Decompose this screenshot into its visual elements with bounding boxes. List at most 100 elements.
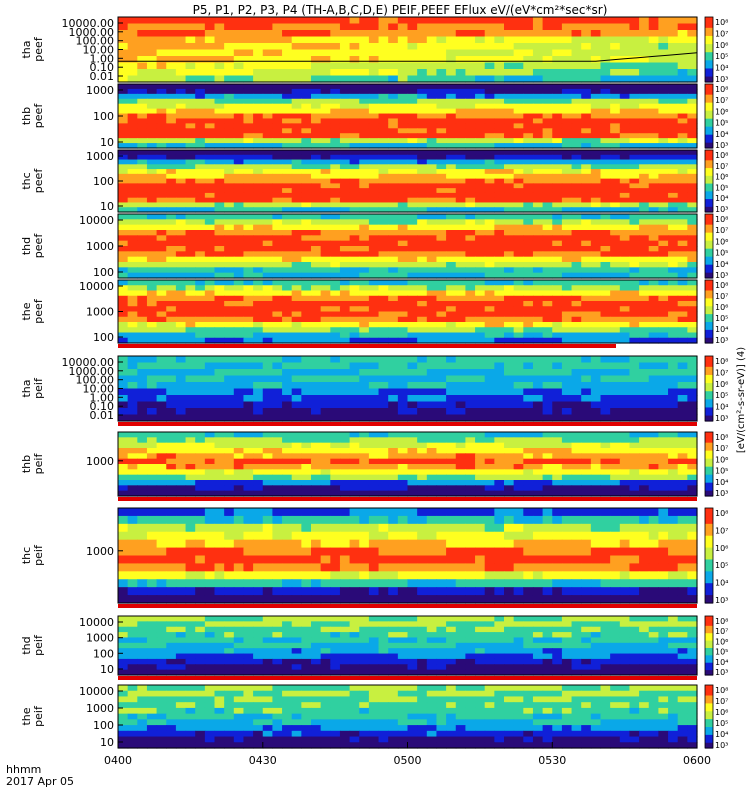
heatmap-cell bbox=[590, 256, 602, 263]
heatmap-cell bbox=[291, 207, 302, 213]
heatmap-cell bbox=[629, 202, 640, 208]
heatmap-cell bbox=[301, 235, 312, 242]
heatmap-cell bbox=[262, 316, 273, 323]
heatmap-cell bbox=[146, 448, 158, 454]
heatmap-cell bbox=[233, 246, 245, 252]
heatmap-cell bbox=[166, 474, 177, 481]
heatmap-cell bbox=[349, 197, 360, 204]
heatmap-cell bbox=[581, 442, 592, 449]
heatmap-cell bbox=[426, 103, 438, 110]
heatmap-cell bbox=[243, 453, 254, 460]
heatmap-cell bbox=[272, 128, 283, 134]
heatmap-cell bbox=[571, 301, 582, 307]
heatmap-cell bbox=[484, 464, 495, 470]
heatmap-cell bbox=[224, 458, 235, 465]
heatmap-cell bbox=[600, 56, 611, 64]
heatmap-cell bbox=[320, 49, 331, 57]
heatmap-cell bbox=[687, 395, 698, 403]
heatmap-cell bbox=[436, 133, 447, 139]
heatmap-cell bbox=[677, 69, 688, 77]
heatmap-cell bbox=[291, 448, 302, 454]
heatmap-cell bbox=[571, 49, 582, 57]
heatmap-cell bbox=[339, 88, 351, 95]
heatmap-cell bbox=[301, 30, 312, 38]
heatmap-cell bbox=[494, 150, 505, 156]
heatmap-cell bbox=[204, 448, 216, 454]
heatmap-cell bbox=[513, 375, 524, 383]
heatmap-cell bbox=[233, 382, 245, 390]
heatmap-cell bbox=[175, 322, 187, 328]
heatmap-cell bbox=[465, 290, 476, 297]
heatmap-cell bbox=[581, 316, 592, 323]
heatmap-cell bbox=[513, 388, 524, 396]
heatmap-cell bbox=[426, 375, 438, 383]
heatmap-cell bbox=[195, 235, 206, 242]
heatmap-cell bbox=[243, 138, 254, 144]
heatmap-cell bbox=[233, 214, 245, 220]
heatmap-cell bbox=[455, 408, 466, 416]
heatmap-cell bbox=[291, 154, 302, 161]
heatmap-cell bbox=[571, 159, 582, 165]
heatmap-cell bbox=[619, 143, 631, 149]
heatmap-cell bbox=[426, 295, 438, 302]
heatmap-cell bbox=[475, 453, 486, 460]
heatmap-cell bbox=[204, 154, 216, 161]
heatmap-cell bbox=[378, 178, 389, 184]
heatmap-cell bbox=[127, 43, 138, 51]
heatmap-cell bbox=[320, 69, 331, 77]
heatmap-cell bbox=[166, 98, 177, 105]
heatmap-cell bbox=[658, 327, 669, 334]
heatmap-cell bbox=[272, 123, 283, 129]
heatmap-cell bbox=[118, 240, 129, 247]
heatmap-cell bbox=[243, 267, 254, 274]
heatmap-cell bbox=[233, 224, 245, 231]
heatmap-cell bbox=[368, 337, 380, 344]
heatmap-cell bbox=[532, 369, 544, 377]
heatmap-cell bbox=[378, 188, 389, 194]
heatmap-cell bbox=[455, 69, 466, 77]
heatmap-cell bbox=[523, 246, 534, 252]
heatmap-cell bbox=[291, 178, 302, 184]
heatmap-cell bbox=[368, 395, 380, 403]
y-tick-label: 10.00 bbox=[83, 44, 115, 57]
heatmap-cell bbox=[668, 337, 679, 344]
heatmap-cell bbox=[629, 207, 640, 213]
heatmap-cell bbox=[349, 214, 360, 220]
heatmap-cell bbox=[301, 197, 312, 204]
heatmap-cell bbox=[320, 150, 331, 156]
heatmap-cell bbox=[484, 301, 495, 307]
heatmap-cell bbox=[552, 98, 563, 105]
heatmap-cell bbox=[214, 183, 225, 189]
heatmap-cell bbox=[610, 75, 621, 83]
heatmap-cell bbox=[368, 118, 380, 124]
heatmap-cell bbox=[378, 235, 389, 242]
heatmap-cell bbox=[224, 369, 235, 377]
heatmap-cell bbox=[571, 62, 582, 70]
heatmap-cell bbox=[571, 197, 582, 204]
heatmap-cell bbox=[282, 316, 293, 323]
heatmap-cell bbox=[253, 103, 264, 110]
heatmap-cell bbox=[330, 262, 341, 268]
heatmap-cell bbox=[397, 311, 409, 318]
heatmap-cell bbox=[532, 458, 544, 465]
heatmap-cell bbox=[417, 30, 428, 38]
heatmap-cell bbox=[658, 123, 669, 129]
heatmap-cell bbox=[127, 469, 138, 476]
heatmap-cell bbox=[118, 235, 129, 242]
heatmap-cell bbox=[368, 188, 380, 194]
heatmap-cell bbox=[166, 84, 177, 90]
heatmap-cell bbox=[504, 103, 515, 110]
heatmap-cell bbox=[301, 154, 312, 161]
heatmap-cell bbox=[195, 98, 206, 105]
heatmap-cell bbox=[320, 262, 331, 268]
heatmap-cell bbox=[175, 173, 187, 180]
heatmap-cell bbox=[542, 246, 553, 252]
heatmap-cell bbox=[426, 395, 438, 403]
heatmap-cell bbox=[291, 316, 302, 323]
heatmap-cell bbox=[243, 280, 254, 286]
heatmap-cell bbox=[282, 188, 293, 194]
heatmap-cell bbox=[320, 458, 331, 465]
heatmap-cell bbox=[455, 103, 466, 110]
heatmap-cell bbox=[455, 30, 466, 38]
heatmap-cell bbox=[687, 306, 698, 313]
